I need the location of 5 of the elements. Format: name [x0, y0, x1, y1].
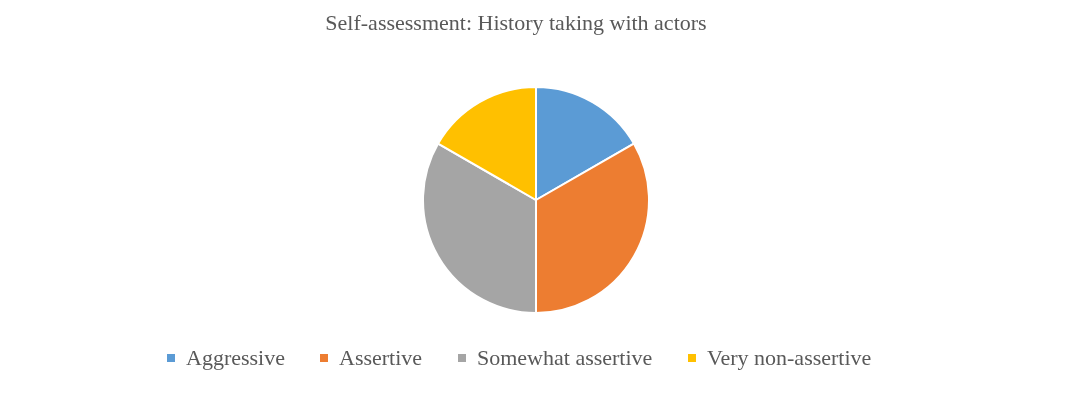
- legend-label: Assertive: [339, 345, 423, 370]
- chart-title: Self-assessment: History taking with actors: [325, 10, 707, 35]
- legend-label: Very non-assertive: [707, 345, 872, 370]
- legend-label: Somewhat assertive: [477, 345, 653, 370]
- legend-label: Aggressive: [186, 345, 285, 370]
